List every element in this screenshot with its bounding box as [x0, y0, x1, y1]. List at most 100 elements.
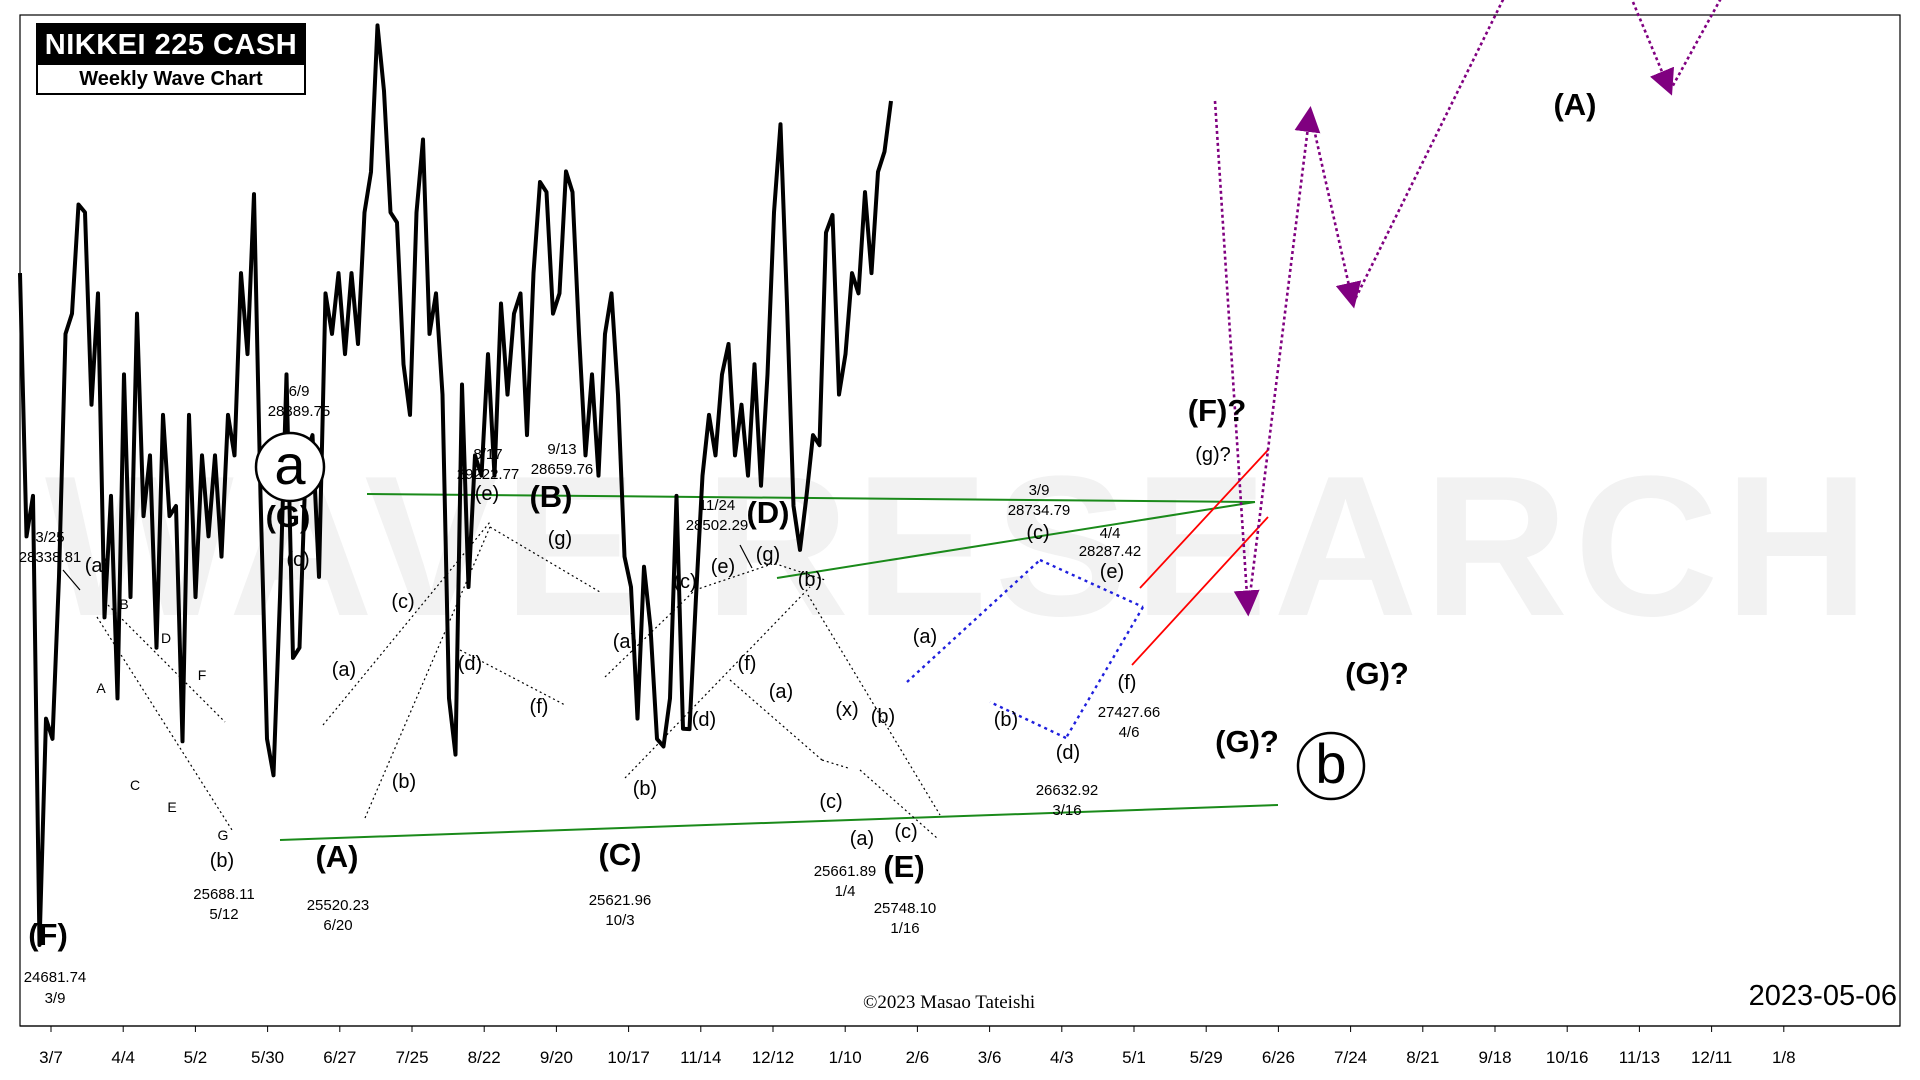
wave-label: (e)	[1100, 561, 1124, 583]
watermark: WAVE RESEARCH	[45, 435, 1875, 658]
x-tick-label: 11/14	[680, 1048, 721, 1067]
wave-label: (d)	[692, 709, 716, 731]
x-tick-label: 6/27	[323, 1048, 356, 1067]
wave-label: (b)	[798, 569, 822, 591]
projection-arrow	[1630, 0, 1675, 96]
x-tick-label: 11/13	[1619, 1048, 1660, 1067]
trend-line	[694, 563, 773, 591]
annotation-date: 1/16	[890, 920, 919, 937]
channel-line	[776, 501, 1256, 579]
wave-circle-mark	[1296, 731, 1366, 801]
wave-label: (B)	[529, 479, 572, 514]
x-tick-label: 5/1	[1122, 1048, 1146, 1067]
x-tick-label: 1/10	[829, 1048, 862, 1067]
wave-label: (g)	[756, 544, 780, 566]
x-tick-label: 9/20	[540, 1048, 573, 1067]
wave-label: (b)	[994, 709, 1018, 731]
wave-label: (F)?	[1188, 393, 1247, 428]
x-tick-label: 7/25	[395, 1048, 428, 1067]
x-tick-label: 5/30	[251, 1048, 284, 1067]
wave-label: (c)	[1026, 522, 1049, 544]
wave-label: (f)	[530, 696, 549, 718]
annotation-value: 28659.76	[531, 461, 594, 478]
wave-label: (f)	[1118, 672, 1137, 694]
diamond-line	[1039, 558, 1144, 609]
annotation-date: 1/4	[835, 883, 856, 900]
wave-label: (a)	[85, 555, 109, 577]
chart-date-stamp: 2023-05-06	[1748, 980, 1897, 1012]
annotation-value: 28502.29	[686, 517, 749, 534]
wave-label: (b)	[633, 778, 657, 800]
x-tick-labels: 3/7 4/4 5/2 5/30 6/27 7/25 8/22 9/20 10/17 11/14 1…	[39, 1026, 1796, 1067]
annotation-value: 25621.96	[589, 892, 652, 909]
channel-line	[279, 804, 1279, 841]
chart-title: NIKKEI 225 CASH	[44, 29, 298, 61]
wave-label: D	[161, 630, 171, 646]
diamond-line	[906, 559, 1041, 683]
x-tick-label: 9/18	[1478, 1048, 1511, 1067]
wave-label: (a)	[332, 659, 356, 681]
wave-label: (d)	[458, 653, 482, 675]
wave-label: (A)	[315, 839, 358, 874]
wave-label: (e)	[475, 483, 499, 505]
annotation-value: 25520.23	[307, 897, 370, 914]
series-layer	[18, 0, 1722, 947]
annotation-value: 28734.79	[1008, 502, 1071, 519]
wave-label: C	[130, 777, 140, 793]
x-tick-label: 8/21	[1406, 1048, 1439, 1067]
wave-label: (g)?	[1195, 444, 1231, 466]
copyright-notice: ©2023 Masao Tateishi	[863, 992, 1036, 1013]
wave-label: B	[119, 596, 128, 612]
wave-label: (b)	[210, 850, 234, 872]
trend-line	[489, 526, 601, 593]
x-tick-label: 4/4	[111, 1048, 135, 1067]
diamond-line	[989, 700, 1067, 740]
wave-label: (c)	[673, 571, 696, 593]
wave-label: (f)	[738, 653, 757, 675]
trend-line	[859, 769, 938, 839]
price-series-line	[18, 23, 893, 947]
wave-circle-mark	[254, 431, 326, 503]
guide-lines	[96, 449, 1279, 841]
annotation-date: 3/9	[1029, 482, 1050, 499]
wave-label: (d)	[1056, 742, 1080, 764]
chart-subtitle: Weekly Wave Chart	[38, 65, 304, 93]
wave-label: (x)	[835, 699, 858, 721]
wave-label: (g)	[548, 528, 572, 550]
annotation-pointer	[739, 544, 753, 569]
x-tick-label: 12/11	[1691, 1048, 1732, 1067]
annotation-date: 6/9	[289, 383, 310, 400]
trend-line	[322, 521, 491, 726]
annotation-value: 28287.42	[1079, 543, 1142, 560]
projection-arrow	[1351, 0, 1505, 305]
x-tick-label: 10/17	[607, 1048, 650, 1067]
wave-label: (e)	[711, 556, 735, 578]
annotation-date: 5/12	[209, 906, 238, 923]
x-tick-label: 4/3	[1050, 1048, 1074, 1067]
wave-label: (D)	[746, 495, 789, 530]
wave-label: (b)	[871, 706, 895, 728]
wave-label: (c)	[286, 549, 309, 571]
wave-label: (a)	[769, 681, 793, 703]
annotation-value: 28338.81	[19, 549, 82, 566]
wave-label: (C)	[598, 837, 641, 872]
x-tick-label: 12/12	[752, 1048, 795, 1067]
annotation-date: 11/24	[699, 497, 735, 514]
wave-label: a	[274, 433, 306, 496]
price-annotations: 24681.74 3/9 3/25 28338.81 25688.11 5/12 6/9 28…	[19, 383, 1161, 1007]
trend-line	[96, 616, 233, 831]
channel-line	[366, 493, 1256, 503]
wave-label: E	[167, 799, 176, 815]
wave-label: (F)	[28, 917, 68, 952]
projection-arrow	[1246, 105, 1321, 612]
annotation-date: 4/6	[1119, 724, 1140, 741]
annotation-date: 3/25	[35, 529, 64, 546]
x-tick-label: 2/6	[906, 1048, 930, 1067]
trend-line	[624, 586, 811, 779]
annotation-date: 3/9	[45, 990, 66, 1007]
trend-line	[604, 589, 696, 678]
wave-label: A	[96, 680, 106, 696]
wave-label: (G)?	[1345, 656, 1409, 691]
annotation-date: 9/13	[547, 441, 576, 458]
